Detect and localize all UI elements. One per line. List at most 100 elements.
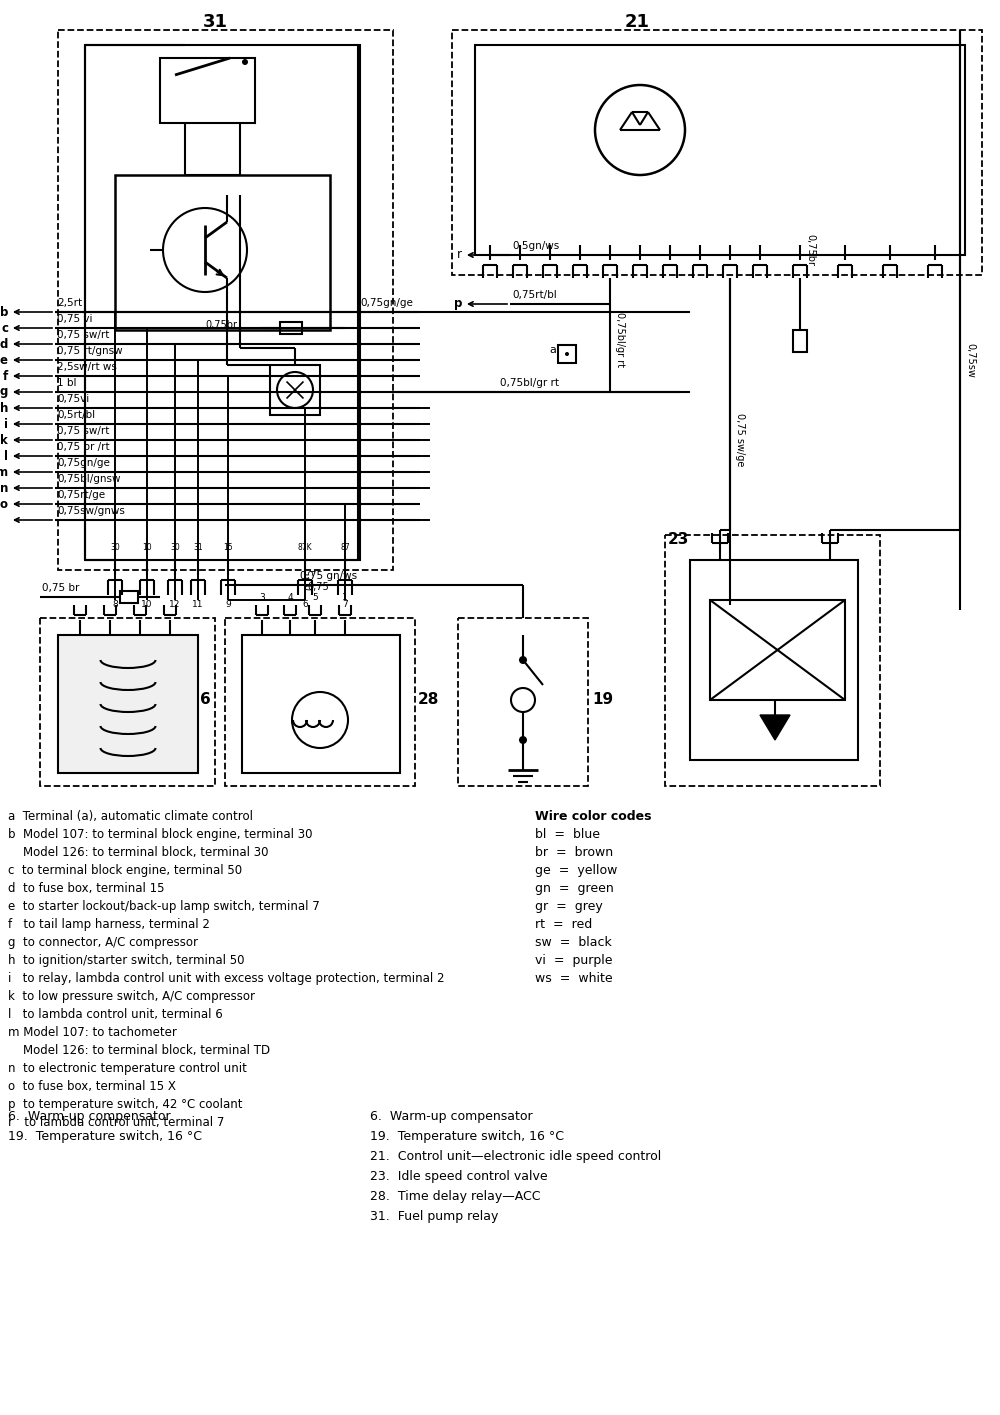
Text: 0,75 vi: 0,75 vi — [57, 314, 92, 324]
Text: 23.  Idle speed control valve: 23. Idle speed control valve — [370, 1170, 548, 1183]
Text: o: o — [0, 498, 8, 511]
Text: 0,75br: 0,75br — [805, 233, 815, 266]
Text: 21.  Control unit—electronic idle speed control: 21. Control unit—electronic idle speed c… — [370, 1150, 661, 1163]
Bar — [160, 58, 255, 123]
Text: l: l — [4, 450, 8, 463]
Text: 0,75rt/bl: 0,75rt/bl — [512, 290, 557, 300]
Text: o  to fuse box, terminal 15 X: o to fuse box, terminal 15 X — [8, 1080, 176, 1092]
Text: br  =  brown: br = brown — [535, 846, 613, 859]
Text: 31.  Fuel pump relay: 31. Fuel pump relay — [370, 1210, 498, 1223]
Text: 28: 28 — [418, 692, 439, 708]
Text: 6.  Warm-up compensator: 6. Warm-up compensator — [370, 1109, 533, 1124]
Text: h: h — [0, 402, 8, 415]
Text: 31: 31 — [202, 13, 228, 31]
Text: 0,75gn/ge: 0,75gn/ge — [360, 299, 413, 308]
Text: 0,75br: 0,75br — [205, 320, 237, 330]
Text: 5: 5 — [312, 593, 318, 601]
Text: 0,75vi: 0,75vi — [57, 393, 89, 405]
Text: 10: 10 — [141, 600, 153, 608]
Text: 15: 15 — [223, 543, 233, 552]
Text: d: d — [0, 338, 8, 351]
Text: f   to tail lamp harness, terminal 2: f to tail lamp harness, terminal 2 — [8, 918, 210, 931]
Text: ge  =  yellow: ge = yellow — [535, 865, 617, 877]
Text: 0,75rt/ge: 0,75rt/ge — [57, 490, 105, 499]
Text: 19.  Temperature switch, 16 °C: 19. Temperature switch, 16 °C — [370, 1131, 564, 1143]
Text: r   to lambda control unit, terminal 7: r to lambda control unit, terminal 7 — [8, 1116, 224, 1129]
Text: 12: 12 — [169, 600, 181, 608]
Text: 87K: 87K — [298, 543, 312, 552]
Text: Model 126: to terminal block, terminal TD: Model 126: to terminal block, terminal T… — [8, 1044, 270, 1057]
Circle shape — [242, 59, 248, 65]
Bar — [120, 591, 138, 603]
Text: 10: 10 — [142, 543, 152, 552]
Text: a  Terminal (a), automatic climate control: a Terminal (a), automatic climate contro… — [8, 809, 253, 824]
Text: m Model 107: to tachometer: m Model 107: to tachometer — [8, 1026, 177, 1039]
Circle shape — [565, 352, 569, 357]
Text: e  to starter lockout/back-up lamp switch, terminal 7: e to starter lockout/back-up lamp switch… — [8, 900, 320, 913]
Text: i: i — [4, 417, 8, 430]
Bar — [452, 30, 982, 275]
Circle shape — [519, 657, 527, 664]
Text: 0,75 sw/rt: 0,75 sw/rt — [57, 426, 109, 436]
Bar — [458, 618, 588, 785]
Text: 11: 11 — [192, 600, 204, 608]
Bar — [665, 535, 880, 785]
Text: 28.  Time delay relay—ACC: 28. Time delay relay—ACC — [370, 1190, 540, 1203]
Bar — [475, 45, 965, 255]
Bar — [115, 175, 330, 330]
Text: p  to temperature switch, 42 °C coolant: p to temperature switch, 42 °C coolant — [8, 1098, 242, 1111]
Text: 3: 3 — [259, 593, 265, 601]
Bar — [558, 345, 576, 364]
Text: k  to low pressure switch, A/C compressor: k to low pressure switch, A/C compressor — [8, 990, 255, 1003]
Text: d  to fuse box, terminal 15: d to fuse box, terminal 15 — [8, 882, 164, 896]
Text: 6: 6 — [302, 600, 308, 608]
Text: 21: 21 — [624, 13, 650, 31]
Bar — [690, 560, 858, 760]
Text: 9: 9 — [225, 600, 231, 608]
Text: m: m — [0, 466, 8, 478]
Text: r: r — [457, 249, 462, 262]
Text: 0,75 sw/rt: 0,75 sw/rt — [57, 330, 109, 340]
Bar — [58, 635, 198, 773]
Bar — [710, 600, 845, 700]
Text: 2,5sw/rt ws: 2,5sw/rt ws — [57, 362, 117, 372]
Text: 6: 6 — [200, 692, 211, 708]
Text: 0,75sw: 0,75sw — [965, 342, 975, 378]
Text: l   to lambda control unit, terminal 6: l to lambda control unit, terminal 6 — [8, 1007, 223, 1022]
Text: n: n — [0, 481, 8, 494]
Text: 4: 4 — [287, 593, 293, 601]
Text: 8: 8 — [112, 600, 118, 608]
Bar — [270, 365, 320, 415]
Text: 7: 7 — [342, 600, 348, 608]
Bar — [225, 618, 415, 785]
Text: ws  =  white: ws = white — [535, 972, 613, 985]
Text: 2,5rt: 2,5rt — [57, 299, 82, 308]
Text: c: c — [1, 321, 8, 334]
Text: k: k — [0, 433, 8, 447]
Text: 0,75bl/gr rt: 0,75bl/gr rt — [500, 378, 559, 388]
Text: 0,75: 0,75 — [307, 582, 329, 591]
Text: h  to ignition/starter switch, terminal 50: h to ignition/starter switch, terminal 5… — [8, 954, 244, 966]
Text: p: p — [454, 297, 462, 310]
Text: b  Model 107: to terminal block engine, terminal 30: b Model 107: to terminal block engine, t… — [8, 828, 312, 841]
Text: 1 bl: 1 bl — [57, 378, 76, 388]
Text: i   to relay, lambda control unit with excess voltage protection, terminal 2: i to relay, lambda control unit with exc… — [8, 972, 444, 985]
Text: 19: 19 — [592, 692, 613, 708]
Text: a: a — [549, 345, 556, 355]
Text: 0,75bl/gnsw: 0,75bl/gnsw — [57, 474, 120, 484]
Text: 0,75 rt/gnsw: 0,75 rt/gnsw — [57, 347, 123, 357]
Text: 1: 1 — [342, 593, 348, 601]
Text: 0,75sw/gnws: 0,75sw/gnws — [57, 507, 125, 516]
Text: 23: 23 — [668, 532, 689, 548]
Text: Model 126: to terminal block, terminal 30: Model 126: to terminal block, terminal 3… — [8, 846, 268, 859]
Text: 0,75: 0,75 — [305, 569, 315, 590]
Text: sw  =  black: sw = black — [535, 935, 612, 949]
Text: 31: 31 — [193, 543, 203, 552]
Circle shape — [519, 736, 527, 744]
Text: n  to electronic temperature control unit: n to electronic temperature control unit — [8, 1063, 247, 1075]
Text: bl  =  blue: bl = blue — [535, 828, 600, 841]
Text: 0,5rt/bl: 0,5rt/bl — [57, 410, 95, 420]
Text: 19.  Temperature switch, 16 °C: 19. Temperature switch, 16 °C — [8, 1131, 202, 1143]
Text: b: b — [0, 306, 8, 318]
Text: Wire color codes: Wire color codes — [535, 809, 652, 824]
